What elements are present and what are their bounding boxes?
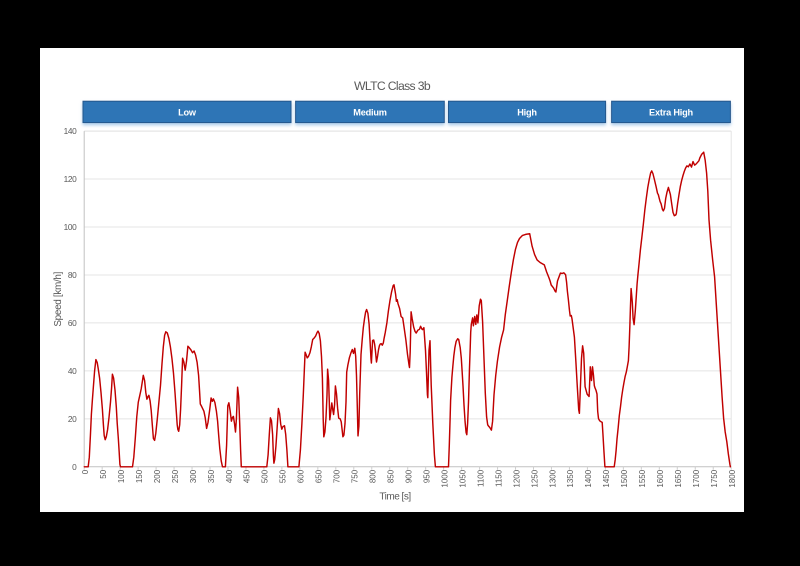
svg-text:1150: 1150 bbox=[494, 469, 503, 487]
svg-text:150: 150 bbox=[135, 469, 144, 483]
svg-text:250: 250 bbox=[171, 469, 180, 483]
svg-text:1800: 1800 bbox=[728, 469, 737, 487]
svg-text:1500: 1500 bbox=[620, 469, 629, 487]
svg-text:Medium: Medium bbox=[353, 108, 387, 118]
svg-text:50: 50 bbox=[99, 469, 108, 478]
svg-text:140: 140 bbox=[64, 126, 77, 136]
svg-text:1350: 1350 bbox=[566, 469, 575, 487]
svg-text:750: 750 bbox=[351, 469, 360, 483]
svg-text:300: 300 bbox=[189, 469, 198, 483]
svg-text:120: 120 bbox=[64, 174, 77, 184]
svg-text:450: 450 bbox=[243, 469, 252, 483]
svg-text:0: 0 bbox=[81, 469, 90, 474]
svg-text:800: 800 bbox=[369, 469, 378, 483]
svg-text:High: High bbox=[517, 108, 537, 118]
svg-text:1600: 1600 bbox=[656, 469, 665, 487]
svg-text:80: 80 bbox=[68, 270, 77, 280]
svg-text:1000: 1000 bbox=[440, 469, 449, 487]
svg-text:650: 650 bbox=[315, 469, 324, 483]
svg-text:1750: 1750 bbox=[710, 469, 719, 487]
svg-text:350: 350 bbox=[207, 469, 216, 483]
svg-text:950: 950 bbox=[422, 469, 431, 483]
svg-text:1050: 1050 bbox=[458, 469, 467, 487]
svg-text:0: 0 bbox=[72, 462, 77, 472]
svg-text:200: 200 bbox=[153, 469, 162, 483]
svg-text:1200: 1200 bbox=[512, 469, 521, 487]
svg-text:550: 550 bbox=[279, 469, 288, 483]
svg-text:WLTC Class 3b: WLTC Class 3b bbox=[354, 79, 431, 93]
svg-text:40: 40 bbox=[68, 366, 77, 376]
svg-text:500: 500 bbox=[261, 469, 270, 483]
svg-text:Low: Low bbox=[178, 108, 197, 118]
svg-text:1450: 1450 bbox=[602, 469, 611, 487]
svg-text:100: 100 bbox=[117, 469, 126, 483]
svg-text:700: 700 bbox=[333, 469, 342, 483]
svg-text:1250: 1250 bbox=[530, 469, 539, 487]
svg-text:1400: 1400 bbox=[584, 469, 593, 487]
svg-text:Time [s]: Time [s] bbox=[379, 492, 411, 503]
svg-text:1100: 1100 bbox=[476, 469, 485, 487]
svg-text:850: 850 bbox=[387, 469, 396, 483]
svg-text:1700: 1700 bbox=[692, 469, 701, 487]
svg-text:900: 900 bbox=[405, 469, 414, 483]
svg-text:Speed [km/h]: Speed [km/h] bbox=[53, 271, 64, 326]
svg-text:Extra High: Extra High bbox=[649, 108, 694, 118]
svg-text:1300: 1300 bbox=[548, 469, 557, 487]
svg-text:400: 400 bbox=[225, 469, 234, 483]
svg-text:20: 20 bbox=[68, 414, 77, 424]
svg-text:60: 60 bbox=[68, 318, 77, 328]
svg-text:100: 100 bbox=[64, 222, 77, 232]
svg-text:1650: 1650 bbox=[674, 469, 683, 487]
svg-text:1550: 1550 bbox=[638, 469, 647, 487]
svg-text:600: 600 bbox=[297, 469, 306, 483]
